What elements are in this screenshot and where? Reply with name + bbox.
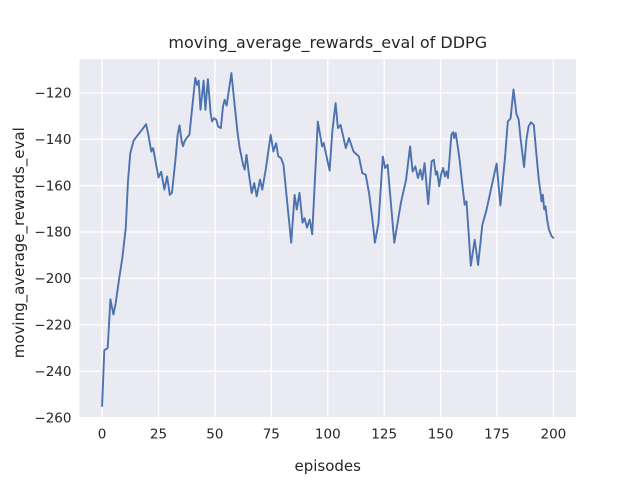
y-tick-labels: −120 −140 −160 −180 −200 −220 −240 −260 xyxy=(34,86,71,427)
y-tick-label: −120 xyxy=(34,86,71,102)
y-tick-label: −220 xyxy=(34,318,71,334)
y-tick-label: −140 xyxy=(34,132,71,148)
y-axis-label: moving_average_rewards_eval xyxy=(10,127,29,358)
x-axis-label: episodes xyxy=(295,457,362,475)
chart-title: moving_average_rewards_eval of DDPG xyxy=(168,33,487,53)
y-tick-label: −200 xyxy=(34,271,71,287)
data-line xyxy=(101,72,555,407)
x-tick-label: 200 xyxy=(541,427,567,443)
x-tick-label: 0 xyxy=(98,427,107,443)
grid-lines xyxy=(79,59,576,419)
x-tick-label: 75 xyxy=(263,427,280,443)
x-tick-label: 175 xyxy=(484,427,510,443)
y-tick-label: −260 xyxy=(34,410,71,426)
x-tick-label: 150 xyxy=(428,427,454,443)
x-tick-label: 50 xyxy=(206,427,223,443)
x-tick-label: 125 xyxy=(371,427,397,443)
y-tick-label: −180 xyxy=(34,225,71,241)
x-tick-label: 100 xyxy=(315,427,341,443)
y-tick-label: −240 xyxy=(34,364,71,380)
y-tick-label: −160 xyxy=(34,178,71,194)
x-tick-labels: 0 25 50 75 100 125 150 175 200 xyxy=(98,427,566,443)
x-tick-label: 25 xyxy=(150,427,167,443)
